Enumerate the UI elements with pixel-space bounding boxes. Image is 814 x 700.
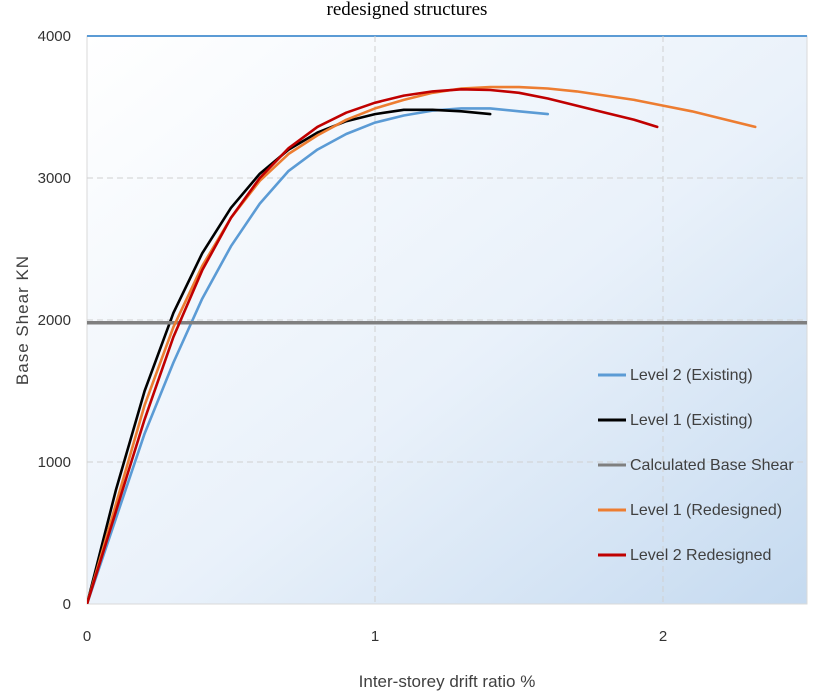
series-line-4 <box>87 85 757 604</box>
legend-label: Calculated Base Shear <box>630 457 794 474</box>
legend-item: Calculated Base Shear <box>598 457 794 474</box>
legend-label: Level 1 (Redesigned) <box>630 502 782 519</box>
y-tick-label: 4000 <box>38 28 71 45</box>
y-axis-title: Base Shear KN <box>13 255 32 385</box>
y-tick-label: 1000 <box>38 454 71 471</box>
legend-label: Level 2 (Existing) <box>630 367 753 384</box>
legend-item: Level 2 (Existing) <box>598 367 753 384</box>
legend-item: Level 1 (Redesigned) <box>598 502 782 519</box>
y-tick-label: 3000 <box>38 170 71 187</box>
y-tick-label: 0 <box>63 596 71 613</box>
gridlines <box>87 36 807 604</box>
legend-label: Level 2 Redesigned <box>630 547 771 564</box>
legend-label: Level 1 (Existing) <box>630 412 753 429</box>
x-tick-label: 2 <box>659 628 667 645</box>
series-line-5 <box>87 88 659 604</box>
x-tick-label: 0 <box>83 628 91 645</box>
series-line-1 <box>87 107 550 604</box>
series-layer <box>87 85 807 604</box>
legend-item: Level 2 Redesigned <box>598 547 771 564</box>
chart-title: redesigned structures <box>327 0 488 20</box>
legend: Level 2 (Existing) Level 1 (Existing) Calc… <box>598 367 794 564</box>
x-tick-label: 1 <box>371 628 379 645</box>
legend-item: Level 1 (Existing) <box>598 412 753 429</box>
y-tick-label: 2000 <box>38 312 71 329</box>
x-axis-title: Inter-storey drift ratio % <box>359 672 536 691</box>
tick-labels: 0 1000 2000 3000 4000 0 1 2 <box>38 28 668 645</box>
